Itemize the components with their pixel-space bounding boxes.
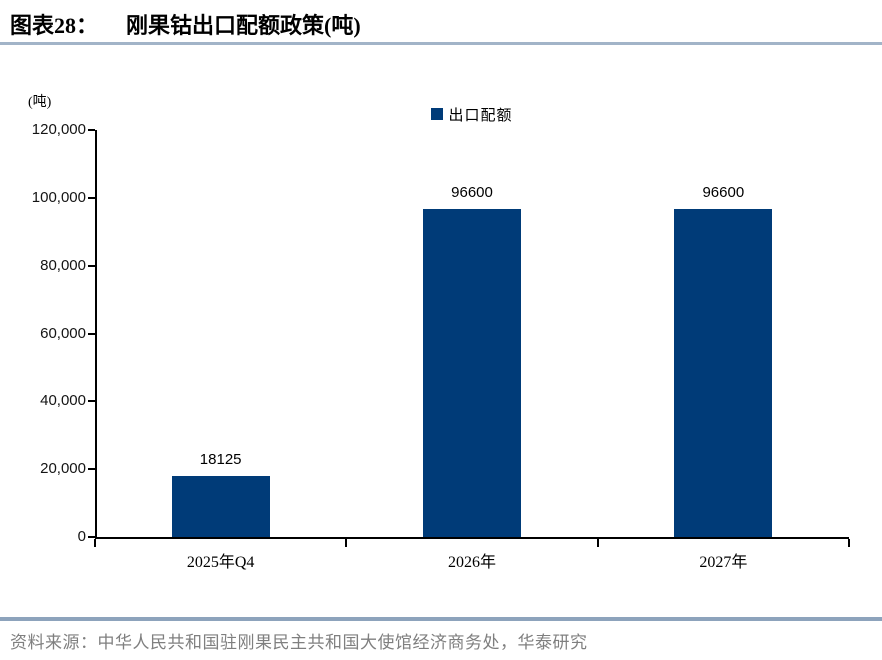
x-axis-category-label: 2025年Q4 bbox=[186, 554, 255, 571]
bar-value-label: 96600 bbox=[702, 184, 745, 202]
plot-area bbox=[95, 130, 849, 539]
source-note: 资料来源：中华人民共和国驻刚果民主共和国大使馆经济商务处，华泰研究 bbox=[10, 633, 588, 652]
title-divider bbox=[0, 42, 882, 45]
bar-2025年Q4 bbox=[171, 475, 270, 537]
y-axis-tick-mark bbox=[88, 536, 95, 538]
y-axis-tick-label: 0 bbox=[77, 528, 86, 545]
bar-2026年 bbox=[423, 209, 521, 537]
y-axis-tick-mark bbox=[88, 468, 95, 471]
chart-title-prefix: 图表28： bbox=[10, 13, 99, 38]
y-axis-tick-label: 20,000 bbox=[40, 460, 86, 478]
y-axis-unit-label: (吨) bbox=[28, 95, 52, 110]
x-axis-tick-mark bbox=[345, 539, 348, 547]
chart-title: 图表28： 刚果钴出口配额政策(吨) bbox=[10, 8, 870, 40]
y-axis-tick-mark bbox=[88, 196, 95, 199]
y-axis-tick-mark bbox=[88, 400, 95, 403]
y-axis-tick-mark bbox=[88, 264, 95, 267]
y-axis-tick-label: 80,000 bbox=[40, 256, 86, 274]
chart-legend: 出口配额 bbox=[95, 104, 849, 124]
bar-value-label: 96600 bbox=[451, 184, 493, 202]
y-axis-tick-label: 120,000 bbox=[31, 121, 86, 138]
x-axis-tick-mark bbox=[94, 539, 96, 547]
x-axis-tick-mark bbox=[596, 539, 599, 547]
legend-label: 出口配额 bbox=[448, 107, 513, 124]
footer-divider bbox=[0, 617, 882, 621]
y-axis-tick-mark bbox=[88, 332, 95, 335]
x-axis-category-label: 2026年 bbox=[447, 554, 496, 571]
y-axis-tick-label: 100,000 bbox=[31, 188, 86, 206]
chart-title-main: 刚果钴出口配额政策(吨) bbox=[126, 13, 361, 38]
y-axis-tick-label: 40,000 bbox=[40, 392, 86, 410]
y-axis-tick-mark bbox=[88, 129, 95, 131]
bar-2027年 bbox=[674, 209, 773, 537]
legend-swatch-icon bbox=[431, 108, 444, 120]
x-axis-category-label: 2027年 bbox=[699, 554, 748, 571]
x-axis-tick-mark bbox=[848, 539, 850, 547]
bar-value-label: 18125 bbox=[199, 450, 242, 468]
y-axis-tick-label: 60,000 bbox=[40, 324, 86, 342]
